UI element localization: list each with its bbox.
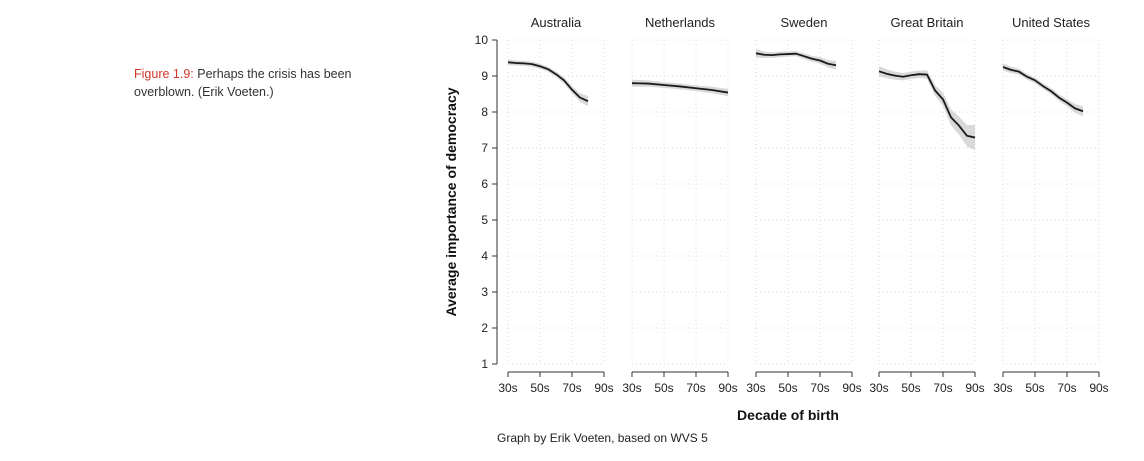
series-line <box>507 61 589 103</box>
series-line <box>1002 66 1084 113</box>
figure-caption-text: Perhaps the crisis has been overblown. (… <box>134 67 352 99</box>
panel-great-britain: Great Britain 30s 50s 70s 90s <box>869 15 984 395</box>
y-tick-label: 10 <box>475 33 489 47</box>
x-tick-label: 30s <box>746 381 765 395</box>
figure-label: Figure 1.9: <box>134 67 194 81</box>
series-line <box>755 52 837 67</box>
figure-caption: Figure 1.9: Perhaps the crisis has been … <box>134 65 414 101</box>
y-tick-label: 5 <box>481 213 488 227</box>
source-note: Graph by Erik Voeten, based on WVS 5 <box>497 431 708 445</box>
panel-title: Sweden <box>781 15 828 30</box>
panel-title: United States <box>1012 15 1091 30</box>
x-tick-label: 70s <box>686 381 705 395</box>
x-tick-label: 70s <box>810 381 829 395</box>
y-tick-label: 4 <box>481 249 488 263</box>
x-tick-label: 90s <box>1089 381 1108 395</box>
x-tick-label: 30s <box>993 381 1012 395</box>
panel-title: Netherlands <box>645 15 716 30</box>
panel-title: Australia <box>531 15 582 30</box>
y-tick-label: 9 <box>481 69 488 83</box>
x-tick-label: 90s <box>718 381 737 395</box>
x-axis-label: Decade of birth <box>737 407 839 423</box>
x-tick-label: 50s <box>778 381 797 395</box>
panel-sweden: Sweden 30s 50s 70s 90s <box>746 15 861 395</box>
x-tick-label: 50s <box>654 381 673 395</box>
y-tick-label: 3 <box>481 285 488 299</box>
confidence-band <box>632 79 728 97</box>
x-tick-label: 90s <box>965 381 984 395</box>
x-tick-label: 70s <box>1057 381 1076 395</box>
y-tick-label: 2 <box>481 321 488 335</box>
x-tick-label: 30s <box>498 381 517 395</box>
x-tick-label: 70s <box>562 381 581 395</box>
series-line <box>878 70 976 139</box>
x-tick-label: 30s <box>622 381 641 395</box>
y-tick-label: 7 <box>481 141 488 155</box>
confidence-band <box>1003 63 1083 117</box>
panel-netherlands: Netherlands 30s 50s 70s 90s <box>622 15 737 395</box>
panel-australia: Australia 30s 50s 70s 90s <box>498 15 613 395</box>
x-tick-label: 90s <box>594 381 613 395</box>
x-tick-label: 50s <box>1025 381 1044 395</box>
x-tick-label: 90s <box>842 381 861 395</box>
confidence-band <box>879 66 975 151</box>
confidence-band <box>508 59 588 107</box>
panel-united-states: United States 30s 50s 70s 90s <box>993 15 1108 395</box>
y-tick-label: 6 <box>481 177 488 191</box>
series-line <box>631 82 729 94</box>
x-tick-label: 50s <box>530 381 549 395</box>
x-tick-label: 50s <box>901 381 920 395</box>
y-tick-label: 1 <box>481 357 488 371</box>
confidence-band <box>756 49 836 70</box>
panel-title: Great Britain <box>891 15 964 30</box>
y-tick-label: 8 <box>481 105 488 119</box>
x-tick-label: 70s <box>933 381 952 395</box>
y-axis-label: Average importance of democracy <box>443 87 459 316</box>
x-tick-label: 30s <box>869 381 888 395</box>
